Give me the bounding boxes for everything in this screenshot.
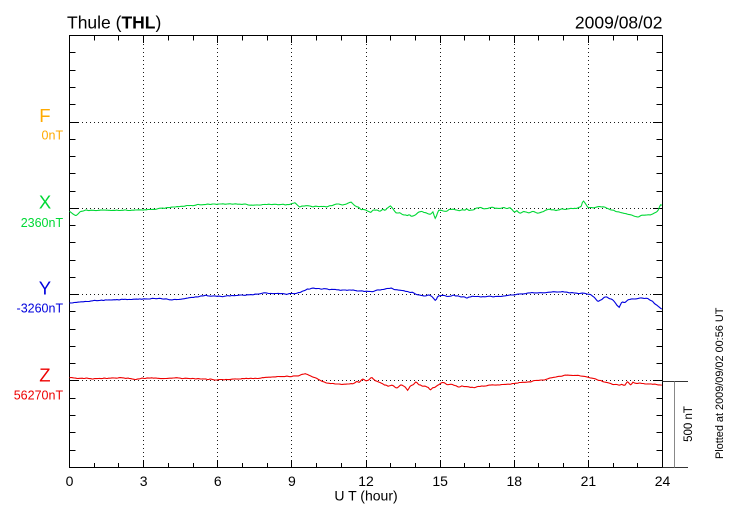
svg-text:0nT: 0nT <box>42 129 64 143</box>
svg-text:F: F <box>39 105 50 126</box>
svg-text:12: 12 <box>358 473 374 489</box>
svg-text:0: 0 <box>66 473 74 489</box>
svg-text:15: 15 <box>432 473 448 489</box>
svg-text:21: 21 <box>581 473 597 489</box>
svg-text:9: 9 <box>288 473 296 489</box>
svg-text:6: 6 <box>214 473 222 489</box>
svg-text:Y: Y <box>39 278 51 299</box>
svg-text:-3260nT: -3260nT <box>17 301 64 315</box>
svg-text:3: 3 <box>140 473 148 489</box>
svg-text:X: X <box>39 192 51 213</box>
svg-text:Plotted at 2009/09/02 00:56 UT: Plotted at 2009/09/02 00:56 UT <box>714 307 726 459</box>
svg-text:2009/08/02: 2009/08/02 <box>575 13 663 33</box>
svg-text:24: 24 <box>655 473 671 489</box>
svg-text:2360nT: 2360nT <box>21 216 64 230</box>
svg-text:56270nT: 56270nT <box>14 388 64 402</box>
svg-text:U T (hour): U T (hour) <box>334 487 397 503</box>
svg-text:500 nT: 500 nT <box>683 406 695 442</box>
svg-text:Z: Z <box>39 365 50 386</box>
svg-text:Thule (THL): Thule (THL) <box>67 13 161 33</box>
svg-text:18: 18 <box>506 473 522 489</box>
